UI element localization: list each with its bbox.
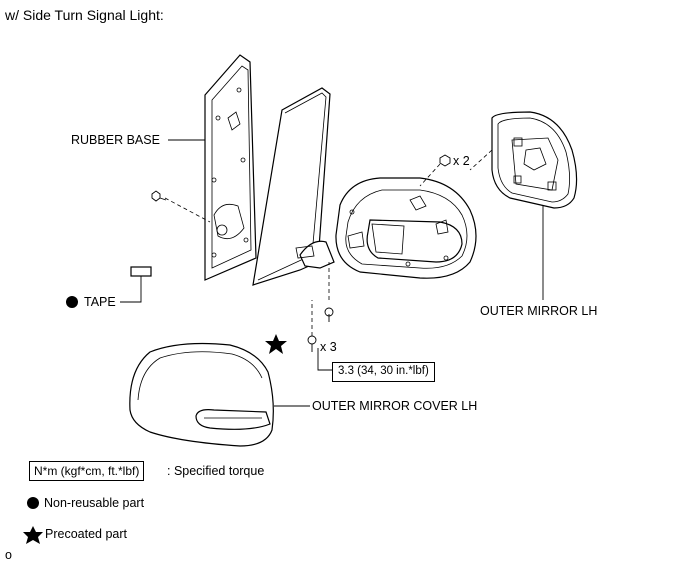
leader-lines <box>120 139 544 407</box>
outer-mirror-cover-shape <box>129 342 274 447</box>
screw-quantity: x 2 <box>453 154 470 168</box>
mirror-housing-shape <box>335 177 477 279</box>
rubber-base-shape <box>204 54 257 281</box>
legend-torque-desc: : Specified torque <box>167 464 265 478</box>
legend-precoated-label: Precoated part <box>45 527 127 541</box>
label-tape: TAPE <box>84 295 116 309</box>
label-outer-mirror: OUTER MIRROR LH <box>480 304 598 318</box>
legend-nonreusable-icon <box>27 497 39 509</box>
torque-value-box: 3.3 (34, 30 in.*lbf) <box>332 362 435 382</box>
outer-mirror-shape <box>491 111 578 209</box>
assembly-dashed-lines <box>164 149 493 336</box>
figure-code: o <box>5 548 12 562</box>
label-outer-mirror-cover: OUTER MIRROR COVER LH <box>312 399 478 413</box>
nonreusable-marker-icon <box>66 296 78 308</box>
label-rubber-base: RUBBER BASE <box>71 133 160 147</box>
legend-nonreusable-label: Non-reusable part <box>44 496 145 510</box>
precoated-marker-icon <box>265 334 287 354</box>
tape-shape <box>130 266 152 277</box>
legend-torque-unit-box: N*m (kgf*cm, ft.*lbf) <box>29 461 145 481</box>
fastener-shapes <box>151 154 451 352</box>
page-title: w/ Side Turn Signal Light: <box>5 7 164 23</box>
legend-precoated-icon <box>23 526 43 544</box>
mirror-bracket-shape <box>252 87 335 286</box>
bolt-quantity: x 3 <box>320 340 337 354</box>
